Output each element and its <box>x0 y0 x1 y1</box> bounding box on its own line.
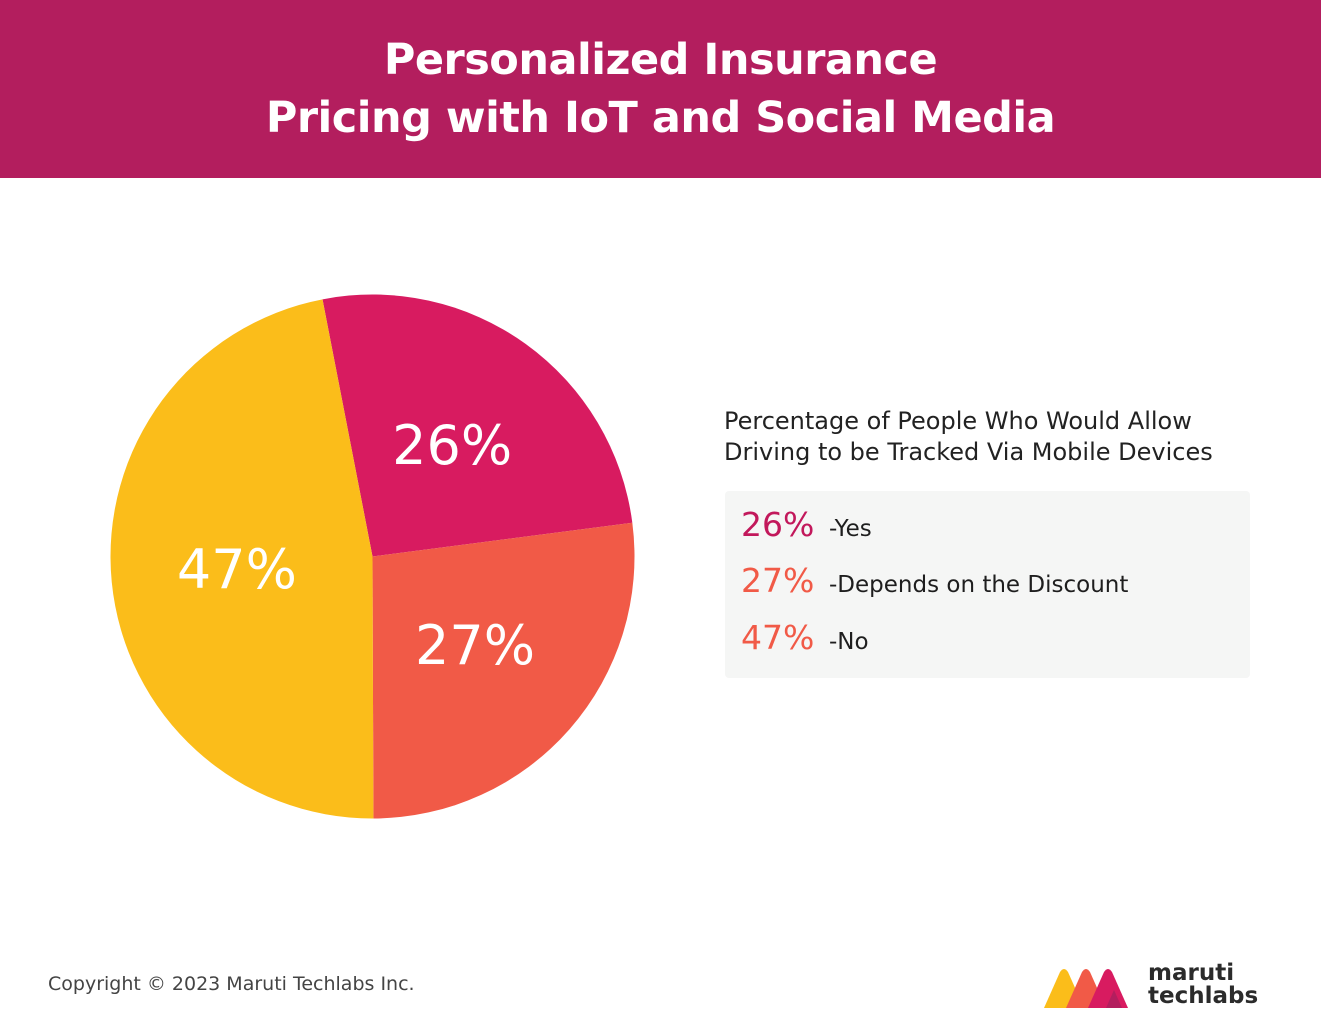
chart-title: Percentage of People Who Would Allow Dri… <box>724 406 1294 468</box>
pie-slice-label-no: 47% <box>177 538 297 601</box>
legend-item-value: 47% <box>741 618 815 657</box>
legend-item-label: -Depends on the Discount <box>829 572 1129 598</box>
pie-slice-label-yes: 26% <box>392 414 512 477</box>
logo-text-line-2: techlabs <box>1148 983 1259 1009</box>
legend-item-yes: 26% -Yes <box>741 505 872 544</box>
legend: 26% -Yes 27% -Depends on the Discount 47… <box>725 491 1250 678</box>
legend-item-no: 47% -No <box>741 618 869 657</box>
legend-item-label: -No <box>829 629 869 655</box>
page-title-line-2: Pricing with IoT and Social Media <box>265 93 1056 143</box>
pie-slice-yes <box>322 294 633 557</box>
logo-mark-icon <box>1044 969 1128 1008</box>
legend-item-label: -Yes <box>829 516 872 542</box>
pie-chart: 26% 27% 47% <box>100 284 645 829</box>
copyright-text: Copyright © 2023 Maruti Techlabs Inc. <box>48 973 415 995</box>
legend-item-depends: 27% -Depends on the Discount <box>741 561 1128 600</box>
pie-slice-no <box>110 299 374 819</box>
legend-item-value: 27% <box>741 561 815 600</box>
header-banner: Personalized Insurance Pricing with IoT … <box>0 0 1321 178</box>
chart-title-line-2: Driving to be Tracked Via Mobile Devices <box>724 438 1213 466</box>
logo-text-line-1: maruti <box>1148 960 1235 986</box>
page-title-line-1: Personalized Insurance <box>383 35 938 85</box>
chart-title-line-1: Percentage of People Who Would Allow <box>724 407 1192 435</box>
legend-item-value: 26% <box>741 505 815 544</box>
pie-slice-depends <box>372 522 635 819</box>
maruti-techlabs-logo: maruti techlabs <box>1040 962 1290 1012</box>
logo-text: maruti techlabs <box>1148 962 1258 1008</box>
pie-slice-label-depends: 27% <box>415 614 535 677</box>
